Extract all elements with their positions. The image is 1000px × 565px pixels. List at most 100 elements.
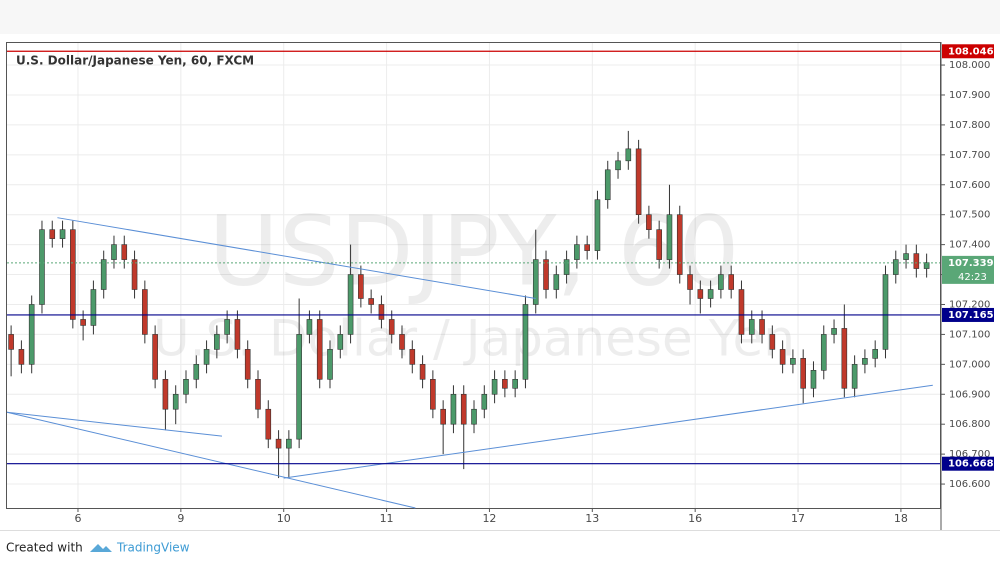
watermark: USDJPY, 60 <box>208 195 739 307</box>
candle-body <box>419 364 426 380</box>
candle-body <box>851 364 858 389</box>
x-tick-label: 17 <box>791 512 805 525</box>
candle-body <box>327 349 333 380</box>
candle-body <box>172 393 179 410</box>
candle-body <box>316 319 323 380</box>
candle-body <box>460 393 467 425</box>
candle-body <box>800 358 806 389</box>
candle-body <box>121 244 128 260</box>
x-tick-label: 9 <box>177 512 184 525</box>
y-tick-label: 107.600 <box>949 180 990 191</box>
candle-body <box>399 334 405 350</box>
candle-body <box>255 379 261 410</box>
candle-body <box>831 328 837 335</box>
level-label: 106.668 <box>948 459 994 470</box>
candle-body <box>481 393 488 410</box>
level-tag <box>942 307 994 322</box>
top-bar <box>0 0 1000 34</box>
candle-body <box>615 160 621 171</box>
candle-body <box>18 349 25 365</box>
x-tick-label: 18 <box>894 512 908 525</box>
y-tick-label: 106.800 <box>949 419 990 430</box>
candle-body <box>707 289 714 299</box>
last-price-label: 107.339 <box>948 258 994 269</box>
candle-body <box>841 328 848 389</box>
candle-body <box>676 214 683 275</box>
candle-body <box>111 244 117 260</box>
candle-body <box>625 148 632 162</box>
candle-body <box>358 274 364 299</box>
candle-body <box>563 259 570 275</box>
y-tick-label: 107.000 <box>949 359 990 370</box>
candle-body <box>296 334 302 440</box>
level-tag <box>942 44 994 59</box>
candle-body <box>903 253 909 260</box>
brand-link[interactable]: TradingView <box>116 541 190 555</box>
y-tick-label: 107.700 <box>949 150 990 161</box>
y-tick-label: 107.800 <box>949 120 990 131</box>
candle-body <box>450 393 457 425</box>
y-tick-label: 107.500 <box>949 210 990 221</box>
candle-body <box>820 334 827 371</box>
trend-line <box>57 217 536 299</box>
level-label: 107.165 <box>948 310 994 321</box>
candle-body <box>337 334 344 350</box>
candle-body <box>512 379 518 389</box>
x-tick-label: 10 <box>277 512 291 525</box>
candle-body <box>234 319 241 350</box>
candle-body <box>8 334 14 350</box>
candle-body <box>522 304 529 380</box>
candle-body <box>471 408 477 425</box>
trend-line <box>6 411 223 437</box>
candle-body <box>491 379 498 395</box>
candle-body <box>738 289 745 335</box>
candle-body <box>790 358 796 365</box>
y-tick-label: 108.000 <box>949 60 990 71</box>
candle-body <box>923 262 930 269</box>
candle-body <box>502 379 508 389</box>
level-label: 108.046 <box>948 46 994 57</box>
watermark-subtitle: U.S. Dollar / Japanese Yen <box>153 310 795 368</box>
x-tick-label: 13 <box>585 512 599 525</box>
countdown-label: 42:23 <box>958 272 987 283</box>
y-tick-label: 107.900 <box>949 90 990 101</box>
y-tick-label: 107.100 <box>949 329 990 340</box>
candle-body <box>440 408 446 425</box>
y-tick-label: 107.200 <box>949 299 990 310</box>
candle-body <box>862 358 868 365</box>
candle-body <box>306 319 313 335</box>
candle-body <box>913 253 920 269</box>
y-tick-label: 106.600 <box>949 479 990 490</box>
trend-line <box>283 384 933 479</box>
candle-body <box>409 349 416 365</box>
x-tick-label: 6 <box>74 512 81 525</box>
candle-body <box>183 379 189 395</box>
y-tick-label: 106.900 <box>949 389 990 400</box>
candle-body <box>759 319 765 335</box>
candle-body <box>378 304 385 320</box>
brand-logo[interactable] <box>90 544 112 552</box>
last-price-tag <box>942 255 994 284</box>
candle-body <box>892 259 899 275</box>
candle-body <box>203 349 210 365</box>
y-tick-label: 106.700 <box>949 449 990 460</box>
candle-body <box>347 274 354 335</box>
candle-body <box>594 199 601 251</box>
x-tick-label: 16 <box>688 512 702 525</box>
candle-body <box>532 259 539 305</box>
trend-line <box>6 411 416 509</box>
y-tick-label: 107.400 <box>949 240 990 251</box>
candle-body <box>718 274 724 290</box>
candle-body <box>604 169 611 201</box>
x-tick-label: 12 <box>482 512 496 525</box>
candle-body <box>697 289 704 299</box>
candle-body <box>656 229 662 260</box>
watermark-group: USDJPY, 60 U.S. Dollar / Japanese Yen <box>153 195 795 367</box>
candle-body <box>80 319 86 326</box>
candle-body <box>275 438 282 449</box>
chart-title: U.S. Dollar/Japanese Yen, 60, FXCM <box>16 54 254 68</box>
x-tick-label: 11 <box>380 512 394 525</box>
candle-body <box>142 289 148 335</box>
candle-body <box>59 229 66 239</box>
